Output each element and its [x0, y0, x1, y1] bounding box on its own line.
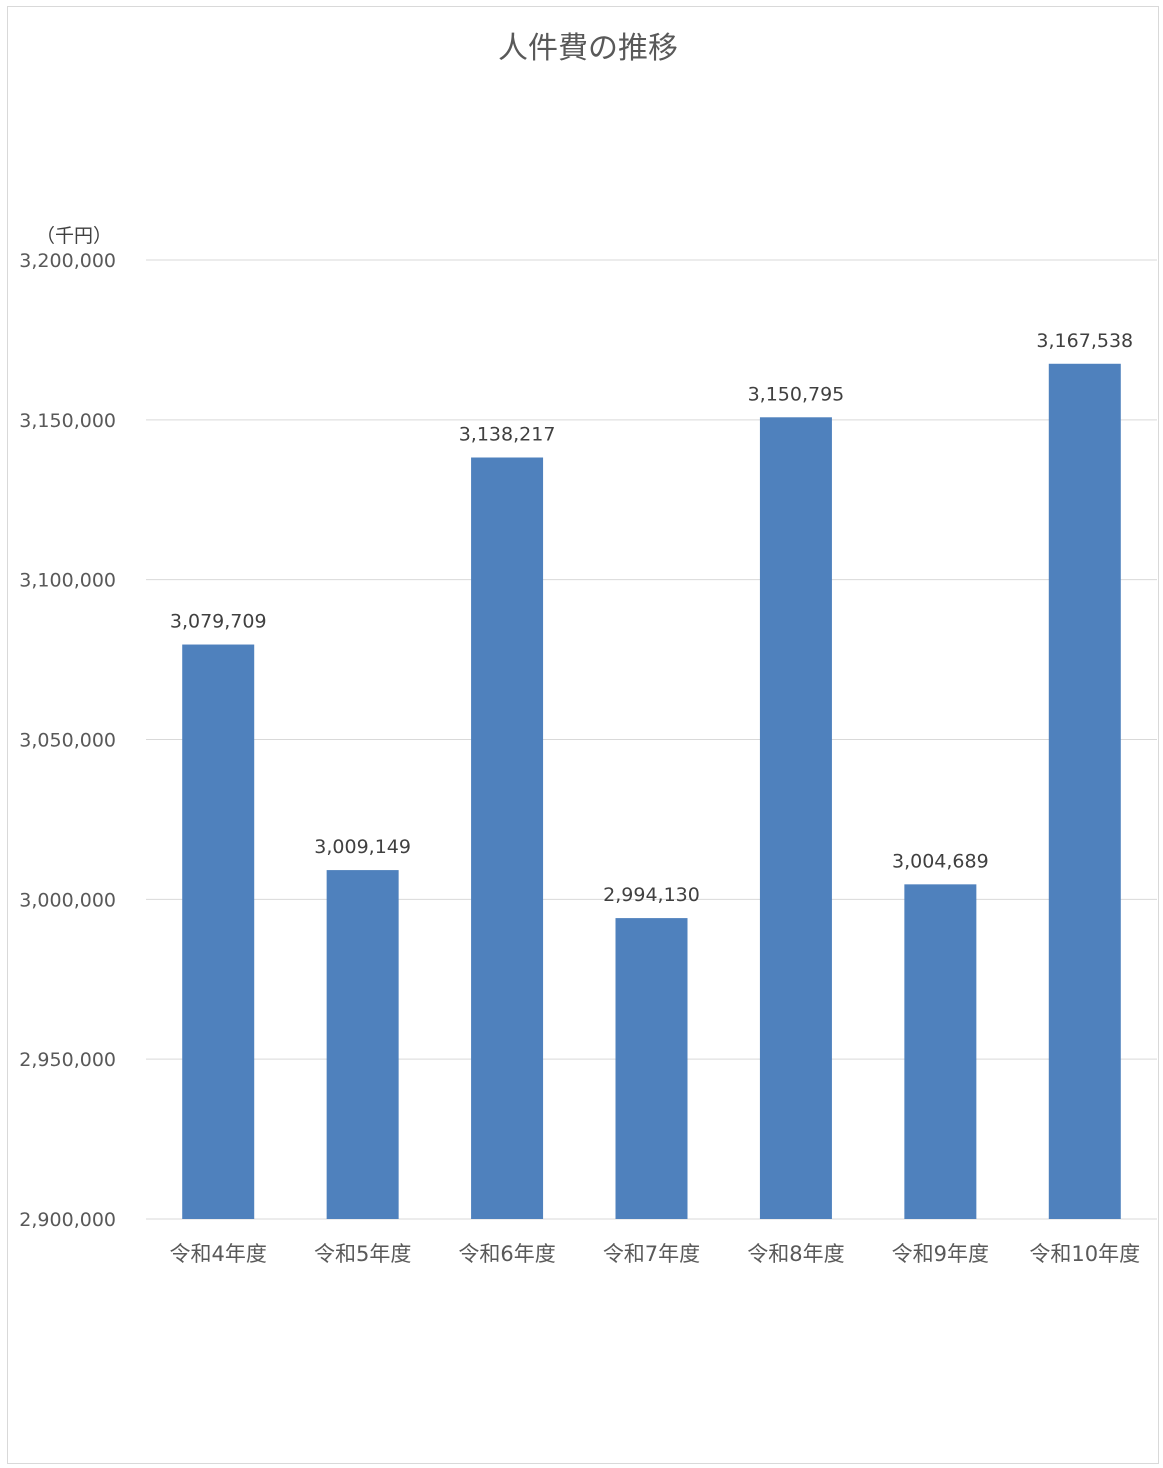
- bar: [615, 918, 688, 1219]
- category-label: 令和5年度: [314, 1242, 411, 1266]
- y-tick-label: 3,000,000: [19, 889, 116, 911]
- x-axis-categories: 令和4年度 令和5年度 令和6年度 令和7年度 令和8年度 令和9年度 令和10年度: [170, 1242, 1141, 1266]
- bar: [904, 884, 977, 1219]
- data-label: 2,994,130: [603, 884, 700, 906]
- data-label: 3,079,709: [170, 611, 267, 633]
- bar: [471, 457, 544, 1220]
- bar: [182, 644, 255, 1219]
- y-tick-label: 3,050,000: [19, 730, 116, 752]
- y-tick-label: 3,150,000: [19, 410, 116, 432]
- category-label: 令和10年度: [1029, 1242, 1140, 1266]
- category-label: 令和9年度: [892, 1242, 989, 1266]
- bar: [1048, 363, 1121, 1219]
- y-tick-label: 2,950,000: [19, 1049, 116, 1071]
- category-label: 令和6年度: [458, 1242, 555, 1266]
- y-tick-label: 2,900,000: [19, 1209, 116, 1231]
- gridlines: [146, 259, 1157, 1220]
- bar: [759, 417, 832, 1219]
- data-label: 3,150,795: [748, 383, 845, 405]
- data-label: 3,167,538: [1036, 330, 1133, 352]
- y-tick-label: 3,200,000: [19, 250, 116, 272]
- y-tick-label: 3,100,000: [19, 570, 116, 592]
- category-label: 令和4年度: [170, 1242, 267, 1266]
- category-label: 令和7年度: [603, 1242, 700, 1266]
- chart-title: 人件費の推移: [498, 31, 678, 66]
- y-axis-ticks: 2,900,000 2,950,000 3,000,000 3,050,000 3,10…: [19, 250, 116, 1231]
- bar: [326, 870, 399, 1219]
- data-label: 3,009,149: [314, 836, 411, 858]
- data-label: 3,004,689: [892, 850, 989, 872]
- bars: [182, 363, 1121, 1220]
- y-axis-unit-label: （千円）: [36, 225, 112, 247]
- data-label: 3,138,217: [459, 423, 556, 445]
- data-labels: 3,079,709 3,009,149 3,138,217 2,994,130 3,15…: [170, 330, 1133, 906]
- category-label: 令和8年度: [747, 1242, 844, 1266]
